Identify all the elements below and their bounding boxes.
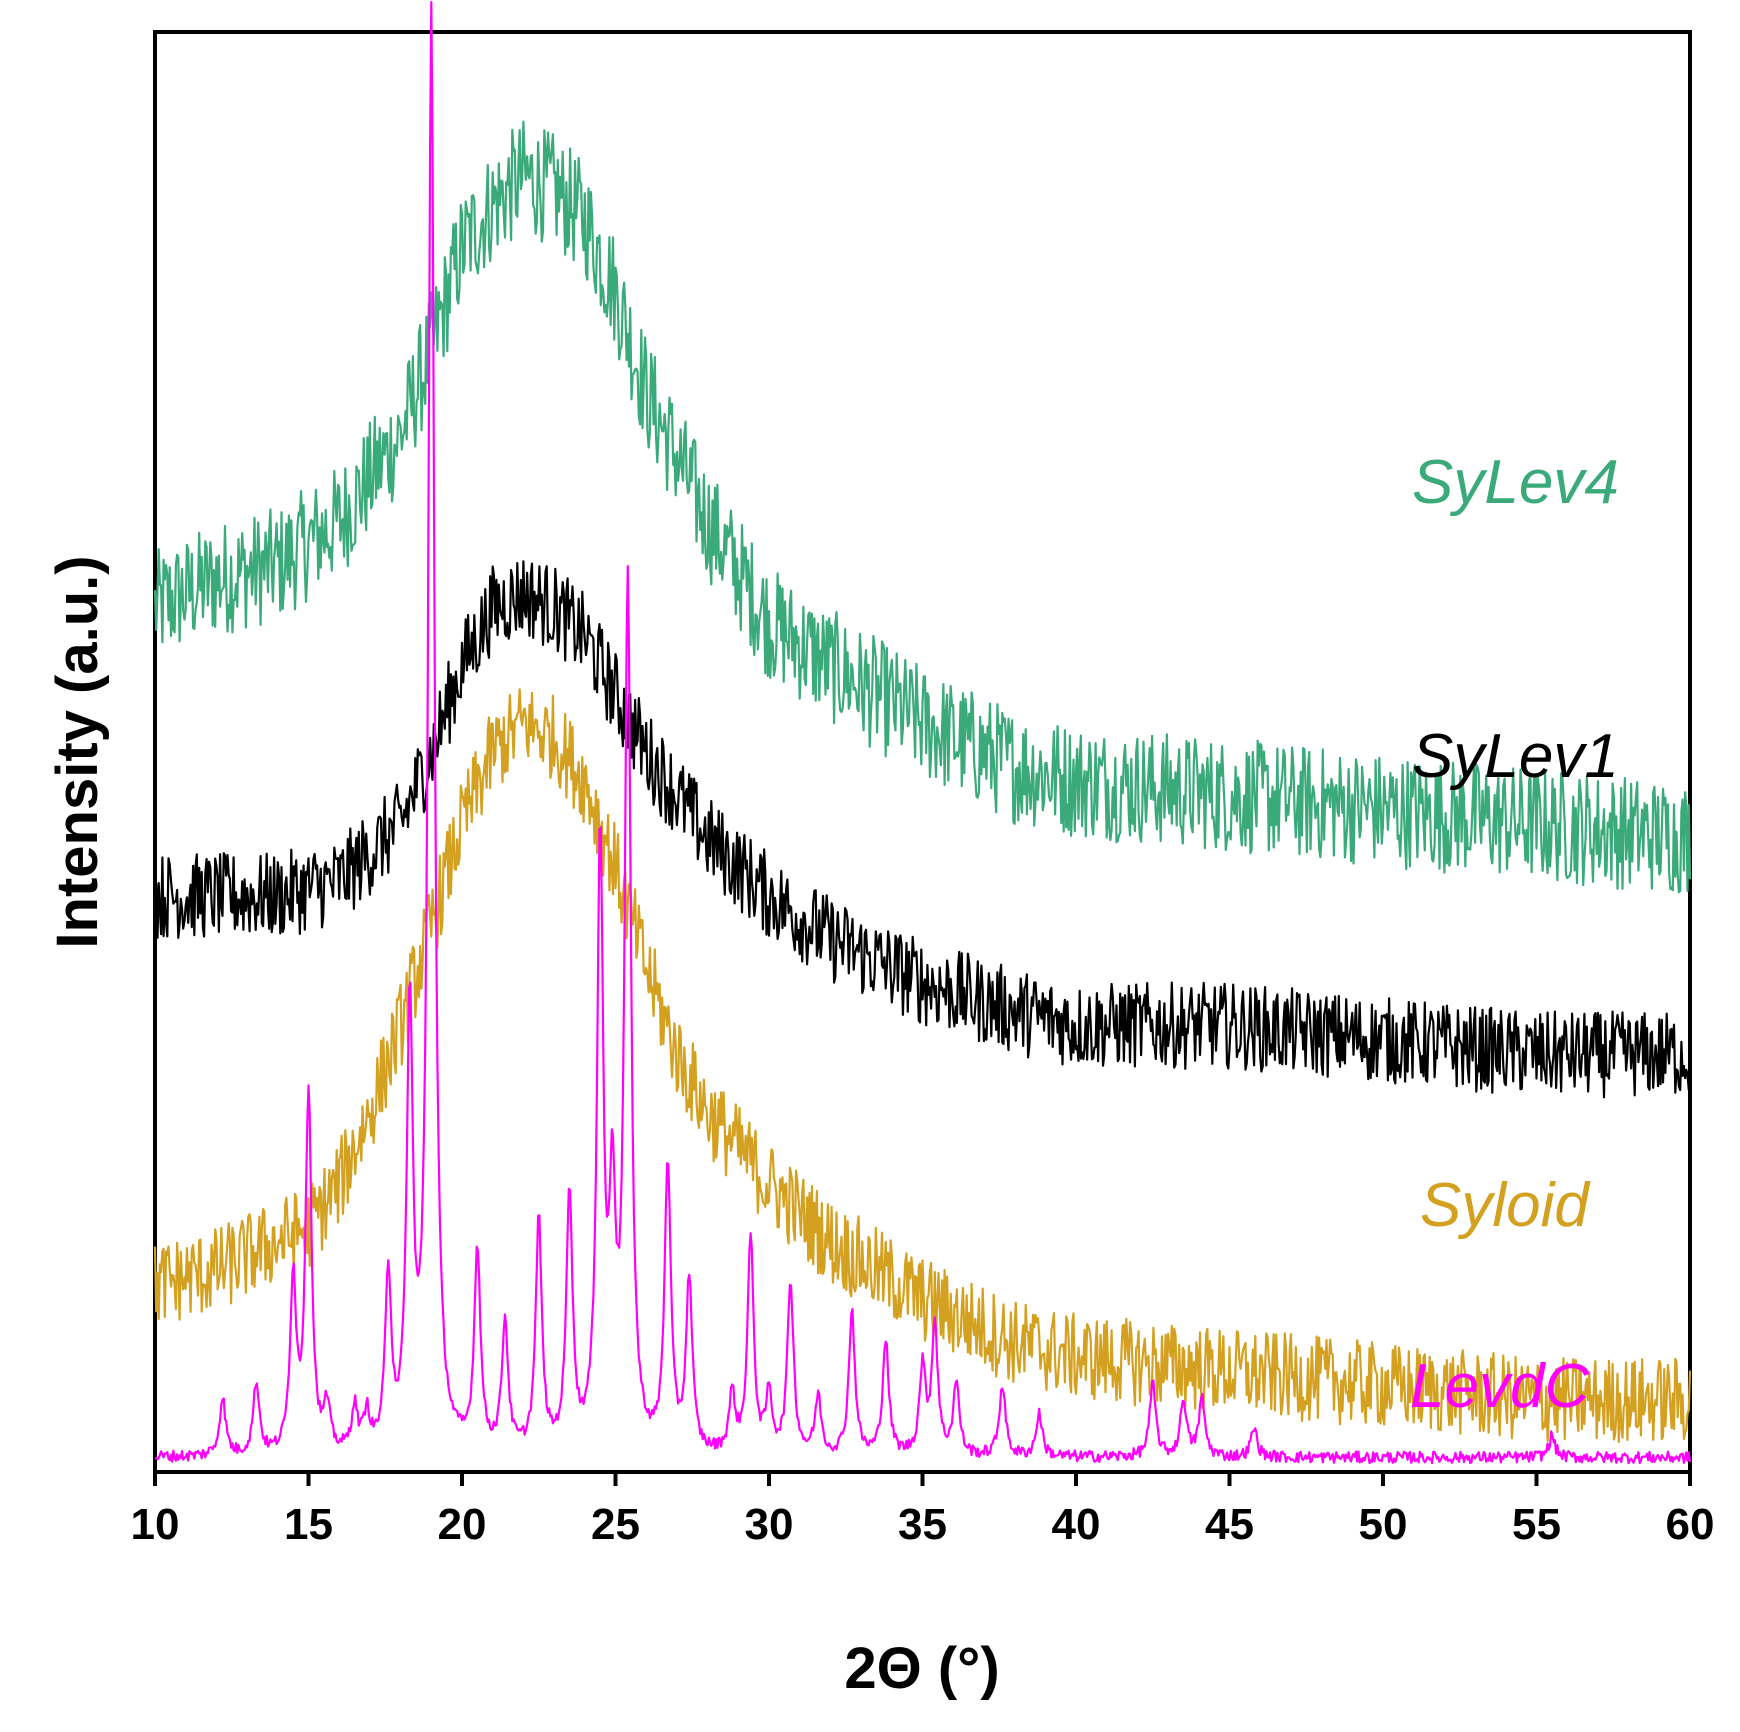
x-tick-label: 55 — [1512, 1500, 1561, 1549]
x-axis-title: 2Θ (°) — [844, 1636, 999, 1701]
x-tick-label: 40 — [1052, 1500, 1101, 1549]
x-tick-label: 50 — [1359, 1500, 1408, 1549]
series-label-sylev4: SyLev4 — [1412, 448, 1619, 517]
series-label-levdc: LevdC — [1410, 1352, 1590, 1421]
x-tick-label: 15 — [284, 1500, 333, 1549]
series-line-levdc — [154, 1, 1692, 1465]
series-layer — [153, 1, 1692, 1465]
x-tick-label: 35 — [898, 1500, 947, 1549]
series-line-sylev1 — [153, 560, 1692, 1099]
x-tick-label: 20 — [438, 1500, 487, 1549]
x-tick-label: 60 — [1666, 1500, 1715, 1549]
series-label-sylev1: SyLev1 — [1412, 722, 1619, 791]
x-tick-label: 30 — [745, 1500, 794, 1549]
series-line-syloid — [153, 688, 1692, 1444]
x-tick-label: 10 — [131, 1500, 180, 1549]
series-line-sylev4 — [153, 120, 1692, 894]
x-axis-ticks: 10 15 20 25 30 35 40 45 50 55 60 — [131, 1472, 1715, 1549]
y-axis-title: Intensity (a.u.) — [45, 555, 110, 948]
series-label-syloid: Syloid — [1420, 1171, 1591, 1240]
x-tick-label: 25 — [591, 1500, 640, 1549]
x-tick-label: 45 — [1205, 1500, 1254, 1549]
